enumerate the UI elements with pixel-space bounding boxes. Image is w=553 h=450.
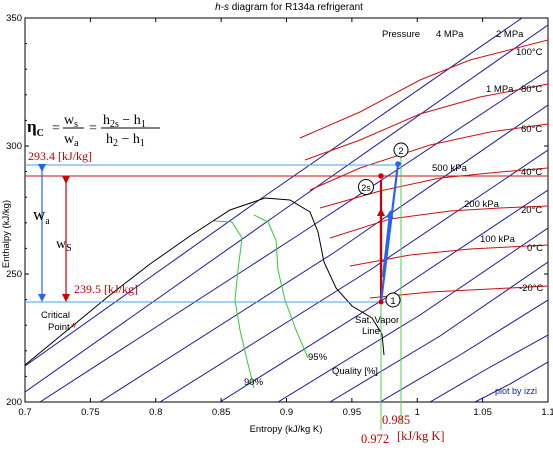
state-point-2: 2 — [393, 142, 409, 158]
s2-readout: 0.985 — [382, 413, 410, 427]
equation-wa: wa — [64, 132, 79, 149]
process-lines — [377, 161, 401, 305]
x-tick-label: 0.9 — [280, 407, 293, 418]
isobar-line — [99, 104, 548, 402]
isobar-lines — [25, 18, 548, 402]
y-tick-label: 250 — [6, 269, 22, 280]
actual-process-line — [379, 163, 400, 303]
ws-label: wS — [56, 237, 72, 254]
isotherm-lines — [25, 39, 548, 299]
guide-lines — [25, 157, 402, 430]
pressure-label-1mpa: 1 MPa — [486, 84, 514, 95]
x-tick-label: 0.75 — [81, 407, 100, 418]
quality-axis-label: Quality [%] — [332, 366, 378, 377]
isobar-line — [219, 189, 548, 402]
svg-text:2: 2 — [398, 146, 403, 157]
state-1-dot — [378, 299, 384, 305]
pressure-label-2mpa: 2 MPa — [496, 29, 524, 40]
chart-title: h-s diagram for R134a refrigerant — [215, 2, 363, 13]
isobar-line — [25, 18, 523, 367]
pressure-label-200kpa: 200 kPa — [464, 199, 500, 210]
quality-95-line — [253, 214, 309, 359]
temp-label-60c: 60°C — [521, 124, 542, 135]
pressure-label-100kpa: 100 kPa — [480, 234, 516, 245]
saturated-vapor-curve — [25, 197, 385, 366]
isobar-line — [474, 361, 548, 402]
equation-eta: ηC — [27, 117, 44, 139]
temp-label-100c: 100°C — [516, 47, 543, 58]
equation-rhs-denominator: h2 − h1 — [106, 132, 145, 149]
x-tick-label: 0.95 — [343, 407, 362, 418]
sat-vapor-label-line: Line — [362, 326, 380, 337]
axis-ticks: 0.7 0.75 0.8 0.85 0.9 0.95 1 1.05 1.1 200 250 300 35… — [6, 13, 553, 418]
pressure-label-4mpa: 4 MPa — [436, 29, 464, 40]
sat-vapor-label: Sat. Vapor — [355, 315, 399, 326]
isotherm-line — [304, 83, 548, 161]
x-axis-label: Entropy (kJ/kg K) — [250, 424, 323, 435]
quality-90-line — [213, 220, 255, 389]
x-tick-label: 1.1 — [541, 407, 553, 418]
isobar-line — [39, 69, 548, 402]
x-tick-label: 0.85 — [212, 407, 231, 418]
equation-ws: ws — [64, 113, 78, 130]
efficiency-equation: ηC = ws wa = h2s − h1 h2 − h1 — [27, 113, 160, 149]
equation-rhs-numerator: h2s − h1 — [103, 113, 146, 130]
isotherm-line — [329, 205, 548, 239]
x-tick-label: 0.8 — [149, 407, 162, 418]
quality-label-95: 95% — [308, 352, 328, 363]
x-tick-label: 1.05 — [473, 407, 492, 418]
equation-equals-1: = — [52, 121, 60, 136]
wa-label: wa — [33, 205, 50, 227]
isotherm-line — [369, 285, 548, 299]
isobar-line — [277, 227, 548, 402]
isobar-line — [159, 149, 548, 402]
temp-label-0c: 0°C — [527, 243, 543, 254]
critical-point-marker: * — [71, 320, 76, 335]
isobar-line — [379, 299, 548, 402]
temp-label-40c: 40°C — [521, 167, 542, 178]
state-2-dot — [395, 161, 401, 167]
quality-lines — [213, 214, 309, 389]
y-tick-label: 350 — [6, 13, 22, 24]
isobar-line — [429, 334, 548, 402]
x-tick-label: 1 — [415, 407, 420, 418]
isotherm-line — [309, 123, 548, 191]
x-tick-label: 0.7 — [18, 407, 31, 418]
y-tick-label: 200 — [6, 397, 22, 408]
critical-point-label: Critical — [41, 310, 70, 321]
svg-text:2s: 2s — [361, 183, 371, 193]
svg-text:1: 1 — [390, 296, 395, 307]
equation-equals-2: = — [89, 121, 97, 136]
isotherm-line — [319, 167, 548, 209]
s1-readout: 0.972 — [361, 432, 389, 446]
entropy-units: [kJ/kg K] — [397, 429, 445, 443]
pressure-header: Pressure — [382, 29, 420, 40]
plot-credit: plot by izzi — [495, 386, 537, 396]
quality-label-90: 90% — [244, 377, 264, 388]
isotherm-line — [299, 39, 548, 139]
saturated-vapor-line — [25, 197, 385, 366]
isobar-line — [25, 24, 548, 393]
temp-label-20c: 20°C — [521, 205, 542, 216]
y-tick-label: 300 — [6, 141, 22, 152]
h1-value-label: 239.5 [kJ/kg] — [74, 282, 138, 296]
temp-label-80c: 80°C — [521, 84, 542, 95]
state-2s-dot — [378, 173, 384, 179]
state-point-2s: 2s — [358, 179, 374, 195]
actual-process-arrow — [381, 210, 394, 278]
critical-point-label-2: Point — [48, 322, 70, 333]
pressure-label-500kpa: 500 kPa — [432, 163, 468, 174]
y-axis-label: Enthalpy (kJ/kg) — [1, 200, 12, 268]
temp-label-minus20c: -20°C — [519, 283, 544, 294]
isobar-line — [329, 261, 548, 402]
h2-value-label: 293.4 [kJ/kg] — [28, 149, 92, 163]
state-point-1: 1 — [385, 292, 401, 308]
